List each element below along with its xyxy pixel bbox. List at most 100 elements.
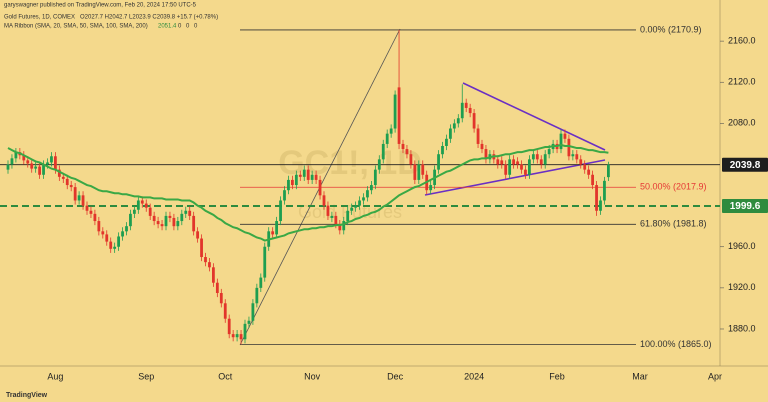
candle-body <box>563 133 567 139</box>
candle-body <box>275 221 278 235</box>
x-tick-label: Mar <box>632 371 648 381</box>
candle-body <box>484 149 488 160</box>
candle-body <box>160 224 164 227</box>
watermark-symbol: GC1!, 1D <box>278 144 422 182</box>
x-tick-label: Sep <box>138 371 154 381</box>
candle-body <box>291 179 294 186</box>
candle-body <box>417 164 421 180</box>
fib-level-label: 61.80% (1981.8) <box>640 219 707 229</box>
candle-body <box>26 160 30 164</box>
candle-body <box>437 154 440 170</box>
candle-body <box>326 205 330 216</box>
candle-body <box>591 174 594 186</box>
candle-body <box>476 128 480 144</box>
candle-body <box>42 164 45 175</box>
candle-body <box>113 246 117 249</box>
candle-body <box>508 159 512 175</box>
candle-body <box>456 118 460 124</box>
candle-body <box>409 154 413 165</box>
candle-body <box>279 200 282 222</box>
candle-body <box>223 303 227 319</box>
candle-body <box>377 159 381 170</box>
fib-level-label: 0.00% (2170.9) <box>640 24 702 34</box>
candle-body <box>294 174 298 186</box>
candle-body <box>140 200 144 204</box>
x-tick-label: Apr <box>708 371 722 381</box>
candle-body <box>366 190 369 198</box>
candle-body <box>54 156 57 170</box>
legend-ma-value: 0 <box>194 24 198 30</box>
candle-body <box>587 169 591 175</box>
candle-body <box>204 257 207 263</box>
candle-body <box>302 169 306 177</box>
x-tick-label: 2024 <box>464 371 484 381</box>
candle-body <box>22 155 26 161</box>
candle-body <box>401 143 405 150</box>
candle-body <box>354 205 357 208</box>
candle-body <box>330 215 334 218</box>
y-tick-label: 1960.0 <box>728 241 756 251</box>
x-tick-label: Feb <box>549 371 565 381</box>
candle-body <box>338 224 342 231</box>
candle-body <box>227 318 231 335</box>
candle-body <box>547 149 551 155</box>
candle-body <box>180 213 184 222</box>
candle-body <box>512 159 515 165</box>
x-tick-label: Dec <box>387 371 404 381</box>
candle-body <box>571 154 575 157</box>
candle-body <box>164 215 168 227</box>
candle-body <box>575 154 579 160</box>
price-badge-label: 1999.6 <box>730 201 761 212</box>
y-tick-label: 1920.0 <box>728 282 756 292</box>
candle-body <box>583 164 587 170</box>
candle-body <box>129 213 132 227</box>
y-tick-label: 2120.0 <box>728 77 756 87</box>
candle-body <box>373 169 377 186</box>
candle-body <box>520 164 523 170</box>
candle-body <box>251 303 255 321</box>
candle-body <box>346 210 350 222</box>
candle-body <box>46 162 49 165</box>
candle-body <box>298 174 302 177</box>
candle-body <box>500 160 504 165</box>
candle-body <box>239 334 243 340</box>
candle-body <box>468 107 472 114</box>
x-tick-label: Nov <box>304 371 321 381</box>
candle-body <box>133 209 136 214</box>
candle-body <box>101 231 105 235</box>
candle-body <box>370 185 373 191</box>
candle-body <box>81 195 85 206</box>
candle-body <box>389 128 393 134</box>
legend-symbol: Gold Futures, 1D, COMEX <box>4 15 75 21</box>
price-badge <box>722 157 768 172</box>
candle-body <box>156 221 160 225</box>
candle-body <box>322 195 326 206</box>
legend-ma-value: 0 <box>186 24 190 30</box>
candle-body <box>121 231 124 237</box>
candle-body <box>271 231 275 235</box>
candle-body <box>452 123 456 129</box>
candle-body <box>259 277 263 288</box>
candle-body <box>97 221 101 232</box>
candle-body <box>524 169 527 175</box>
candle-body <box>381 143 385 160</box>
candle-body <box>385 133 389 144</box>
candle-body <box>212 267 215 283</box>
candle-body <box>429 185 433 191</box>
candle-body <box>539 159 543 165</box>
candle-body <box>255 287 259 304</box>
candle-body <box>516 161 519 165</box>
candle-body <box>38 166 41 175</box>
price-badge <box>722 199 768 214</box>
candle-body <box>460 102 464 119</box>
y-tick-label: 1880.0 <box>728 323 756 333</box>
candle-body <box>231 334 235 338</box>
candle-body <box>531 154 535 160</box>
candle-body <box>85 205 89 211</box>
candle-body <box>6 164 10 170</box>
candle-body <box>535 154 539 160</box>
candle-body <box>168 215 172 218</box>
candle-body <box>144 203 148 208</box>
